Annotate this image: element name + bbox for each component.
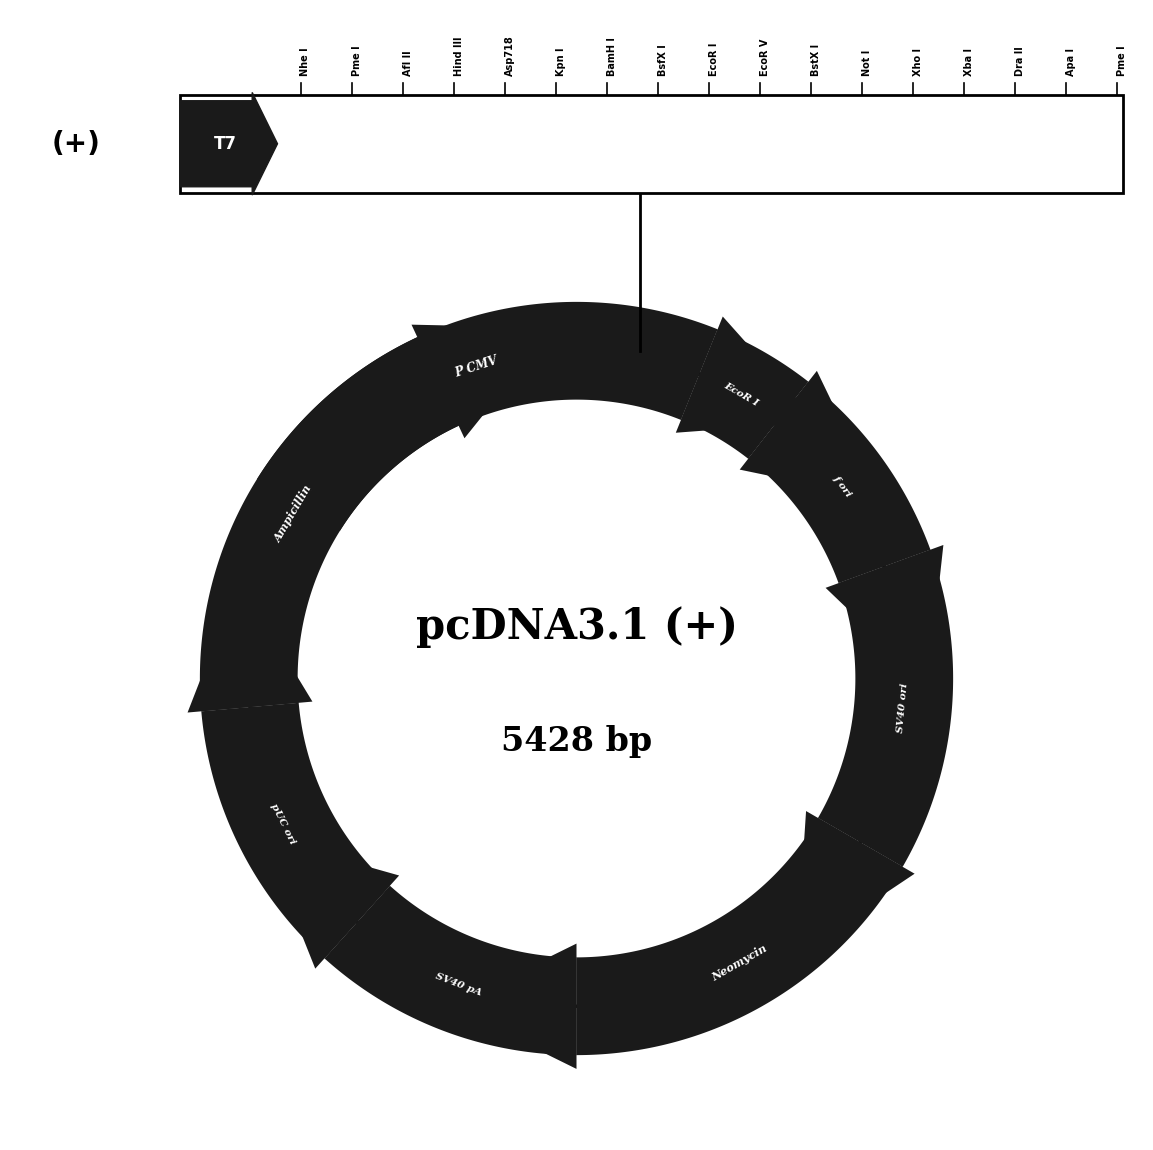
Text: BamH I: BamH I xyxy=(606,38,617,76)
Polygon shape xyxy=(412,324,553,438)
Text: EcoR I: EcoR I xyxy=(722,382,760,408)
Text: Ampicillin: Ampicillin xyxy=(272,483,314,544)
Text: pUC ori: pUC ori xyxy=(269,803,296,846)
Text: Xba I: Xba I xyxy=(964,48,974,76)
Text: f ori: f ori xyxy=(831,474,853,499)
Polygon shape xyxy=(188,581,312,713)
Polygon shape xyxy=(748,382,930,583)
Polygon shape xyxy=(324,886,576,1056)
Polygon shape xyxy=(202,703,390,958)
Text: Afl II: Afl II xyxy=(402,51,413,76)
Text: T7: T7 xyxy=(214,135,238,153)
Text: BsfX I: BsfX I xyxy=(657,45,668,76)
Text: pcDNA3.1 (+): pcDNA3.1 (+) xyxy=(415,606,738,647)
Polygon shape xyxy=(576,818,903,1056)
Text: Nhe I: Nhe I xyxy=(301,48,310,76)
Text: Apa I: Apa I xyxy=(1067,48,1076,76)
Bar xyxy=(180,95,1123,192)
Text: EcoR V: EcoR V xyxy=(760,39,770,76)
Polygon shape xyxy=(740,370,879,498)
Text: 5428 bp: 5428 bp xyxy=(500,726,653,758)
Polygon shape xyxy=(681,329,808,459)
Text: SV40 ori: SV40 ori xyxy=(896,683,910,734)
Polygon shape xyxy=(257,302,717,530)
Text: EcoR I: EcoR I xyxy=(709,43,718,76)
Text: Asp718: Asp718 xyxy=(505,36,514,76)
FancyArrow shape xyxy=(180,92,278,196)
Text: SV40 pA: SV40 pA xyxy=(434,972,483,997)
Polygon shape xyxy=(826,545,943,685)
Text: BstX I: BstX I xyxy=(811,45,821,76)
Polygon shape xyxy=(676,316,817,432)
Text: P CMV: P CMV xyxy=(453,353,499,380)
Polygon shape xyxy=(263,837,399,968)
Polygon shape xyxy=(797,811,914,952)
Text: Neomycin: Neomycin xyxy=(710,943,769,983)
Text: Not I: Not I xyxy=(861,51,872,76)
Polygon shape xyxy=(199,337,459,712)
Text: Kpn I: Kpn I xyxy=(556,48,566,76)
Polygon shape xyxy=(450,943,576,1070)
Text: Xho I: Xho I xyxy=(913,48,922,76)
Polygon shape xyxy=(817,550,954,867)
Text: Dra II: Dra II xyxy=(1015,47,1025,76)
Text: Hind III: Hind III xyxy=(453,37,464,76)
Text: Pme I: Pme I xyxy=(352,46,362,76)
Text: Pme I: Pme I xyxy=(1117,46,1126,76)
Text: (+): (+) xyxy=(52,130,100,158)
